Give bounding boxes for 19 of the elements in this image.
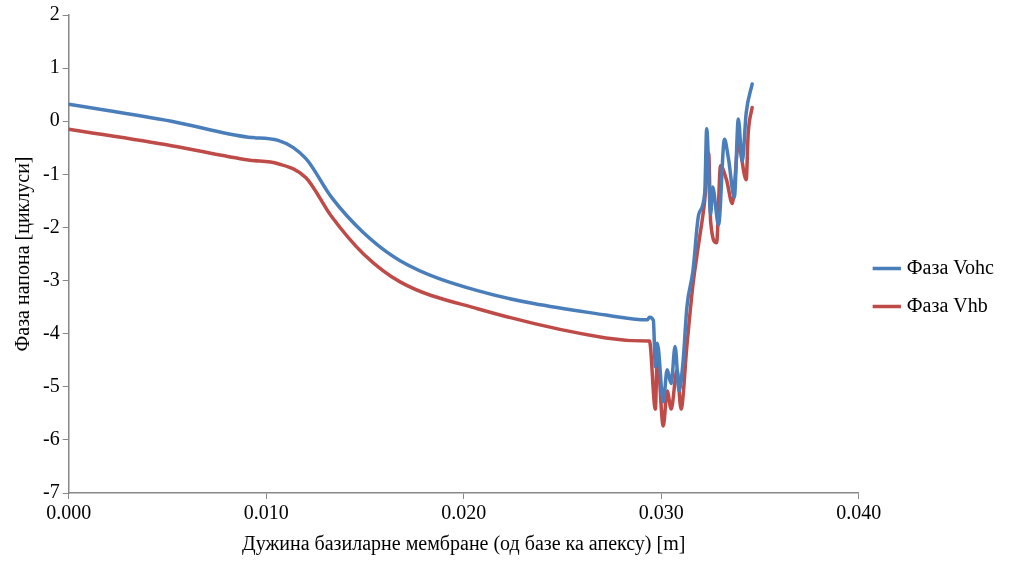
y-tick-label: -2	[42, 214, 60, 237]
y-tick-label: -5	[42, 374, 60, 397]
x-tick-label: 0.030	[638, 501, 684, 524]
y-tick-label: 2	[49, 2, 60, 25]
x-tick-label: 0.010	[243, 501, 289, 524]
y-tick-label: -4	[42, 320, 60, 343]
legend-label: Фаза Vohc	[906, 255, 995, 278]
x-tick-label: 0.000	[46, 501, 92, 524]
y-tick-label: -7	[42, 480, 60, 503]
legend-label: Фаза Vhb	[906, 293, 988, 316]
y-axis-title: Фаза напона [циклуси]	[11, 156, 35, 352]
y-tick-label: -3	[42, 267, 60, 290]
y-tick-label: -1	[42, 161, 60, 184]
x-tick-label: 0.040	[836, 501, 882, 524]
y-tick-label: 0	[49, 108, 60, 131]
x-axis-title: Дужина базиларне мембране (од базе ка апексу) [m]	[242, 532, 686, 556]
y-tick-label: 1	[49, 55, 60, 78]
x-tick-label: 0.020	[441, 501, 487, 524]
y-tick-label: -6	[42, 427, 60, 450]
